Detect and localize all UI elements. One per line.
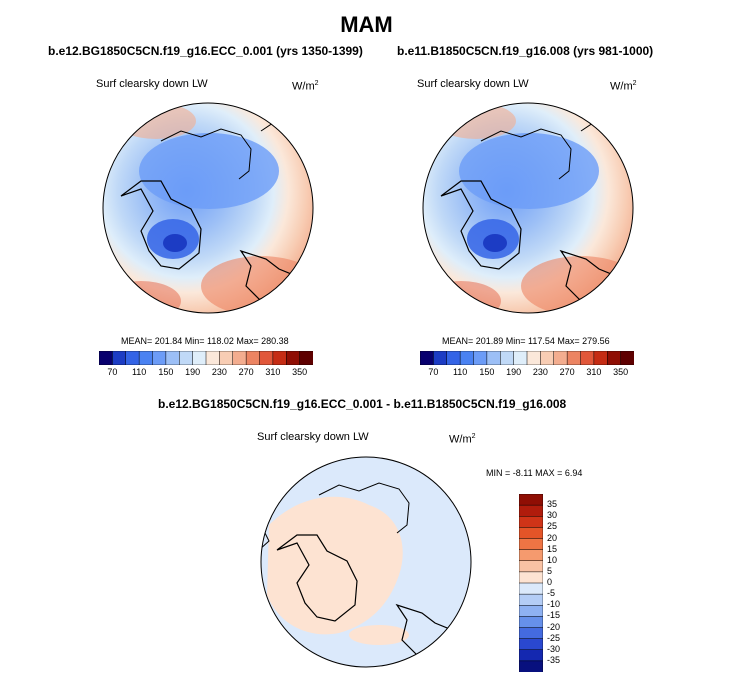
colorbar-tick-label: -20 xyxy=(547,621,561,632)
colorbar-swatch xyxy=(513,351,528,365)
colorbar-tick-label: 5 xyxy=(547,565,553,576)
colorbar-tick-label: 110 xyxy=(131,367,147,377)
colorbar-swatch xyxy=(486,351,501,365)
colorbar-swatch xyxy=(500,351,515,365)
colorbar-swatch xyxy=(433,351,448,365)
colorbar-tick-label: 350 xyxy=(292,367,308,377)
colorbar-tick-label: -25 xyxy=(547,632,561,643)
panel-2-title: b.e11.B1850C5CN.f19_g16.008 (yrs 981-100… xyxy=(397,44,654,58)
panel-3-colorbar xyxy=(519,494,543,672)
colorbar-swatch xyxy=(192,351,207,365)
colorbar-tick-label: 150 xyxy=(158,367,174,377)
panel-1-variable-label: Surf clearsky down LW xyxy=(96,78,208,90)
colorbar-tick-label: 110 xyxy=(452,367,468,377)
colorbar-swatch xyxy=(519,582,543,595)
colorbar-swatch xyxy=(519,616,543,629)
colorbar-swatch xyxy=(165,351,180,365)
colorbar-tick-label: 70 xyxy=(107,367,118,377)
colorbar-swatch xyxy=(620,351,634,365)
colorbar-swatch xyxy=(99,351,113,365)
colorbar-tick-label: -5 xyxy=(547,588,556,599)
colorbar-swatch xyxy=(519,504,543,517)
colorbar-swatch xyxy=(566,351,582,365)
panel-3-variable-label: Surf clearsky down LW xyxy=(257,431,369,443)
colorbar-tick-label: 230 xyxy=(532,367,548,377)
colorbar-tick-label: 270 xyxy=(238,367,254,377)
panel-1-title: b.e12.BG1850C5CN.f19_g16.ECC_0.001 (yrs … xyxy=(48,44,363,58)
panel-1-stats: MEAN= 201.84 Min= 118.02 Max= 280.38 xyxy=(121,336,289,346)
colorbar-swatch xyxy=(112,351,127,365)
colorbar-tick-label: 15 xyxy=(547,543,558,554)
colorbar-swatch xyxy=(459,351,475,365)
colorbar-swatch xyxy=(607,351,622,365)
colorbar-swatch xyxy=(125,351,140,365)
colorbar-tick-label: 20 xyxy=(547,532,558,543)
panel-2-map xyxy=(422,102,634,314)
colorbar-swatch xyxy=(299,351,313,365)
colorbar-tick-label: 230 xyxy=(211,367,227,377)
colorbar-swatch xyxy=(519,516,543,528)
colorbar-swatch xyxy=(519,660,543,672)
colorbar-tick-label: -30 xyxy=(547,643,561,654)
colorbar-tick-label: 150 xyxy=(479,367,495,377)
colorbar-tick-label: 35 xyxy=(547,499,558,510)
colorbar-swatch xyxy=(519,549,543,562)
panel-3-units: W/m2 xyxy=(449,433,476,446)
colorbar-swatch xyxy=(420,351,434,365)
colorbar-swatch xyxy=(473,351,488,365)
colorbar-swatch xyxy=(138,351,154,365)
panel-3-stats: MIN = -8.11 MAX = 6.94 xyxy=(486,468,583,478)
colorbar-swatch xyxy=(179,351,194,365)
colorbar-swatch xyxy=(519,527,543,540)
colorbar-tick-label: 25 xyxy=(547,521,558,532)
panel-3-title: b.e12.BG1850C5CN.f19_g16.ECC_0.001 - b.e… xyxy=(158,397,567,411)
colorbar-tick-label: 30 xyxy=(547,510,558,521)
panel-3-map xyxy=(260,456,472,668)
colorbar-swatch xyxy=(540,351,555,365)
colorbar-tick-label: -35 xyxy=(547,654,561,665)
panel-2-stats: MEAN= 201.89 Min= 117.54 Max= 279.56 xyxy=(442,336,610,346)
panel-2-colorbar xyxy=(420,351,634,365)
colorbar-tick-label: 70 xyxy=(428,367,439,377)
colorbar-swatch xyxy=(286,351,301,365)
colorbar-swatch xyxy=(245,351,261,365)
panel-1-map xyxy=(102,102,314,314)
colorbar-tick-label: 190 xyxy=(506,367,522,377)
colorbar-swatch xyxy=(272,351,287,365)
panel-1-colorbar xyxy=(99,351,313,365)
colorbar-swatch xyxy=(519,494,543,506)
colorbar-swatch xyxy=(519,605,543,617)
colorbar-swatch xyxy=(259,351,274,365)
colorbar-tick-label: -10 xyxy=(547,599,561,610)
colorbar-tick-label: 310 xyxy=(586,367,602,377)
colorbar-tick-label: 190 xyxy=(185,367,201,377)
panel-1-units: W/m2 xyxy=(292,80,319,93)
colorbar-swatch xyxy=(519,571,543,584)
colorbar-swatch xyxy=(519,560,543,573)
colorbar-swatch xyxy=(526,351,541,365)
colorbar-swatch xyxy=(219,351,234,365)
colorbar-tick-label: 270 xyxy=(559,367,575,377)
colorbar-tick-label: 0 xyxy=(547,577,553,587)
colorbar-tick-label: 350 xyxy=(613,367,629,377)
colorbar-swatch xyxy=(593,351,608,365)
colorbar-tick-label: 10 xyxy=(547,554,558,565)
colorbar-tick-label: -15 xyxy=(547,610,561,621)
colorbar-swatch xyxy=(205,351,220,365)
colorbar-swatch xyxy=(553,351,568,365)
season-title: MAM xyxy=(340,12,393,37)
colorbar-swatch xyxy=(232,351,247,365)
panel-2-units: W/m2 xyxy=(610,80,637,93)
colorbar-swatch xyxy=(580,351,595,365)
panel-2-variable-label: Surf clearsky down LW xyxy=(417,78,529,90)
colorbar-swatch xyxy=(446,351,461,365)
colorbar-swatch xyxy=(152,351,167,365)
colorbar-swatch xyxy=(519,649,543,662)
colorbar-swatch xyxy=(519,538,543,551)
colorbar-swatch xyxy=(519,627,543,640)
colorbar-swatch xyxy=(519,593,543,606)
colorbar-swatch xyxy=(519,638,543,651)
colorbar-tick-label: 310 xyxy=(265,367,281,377)
